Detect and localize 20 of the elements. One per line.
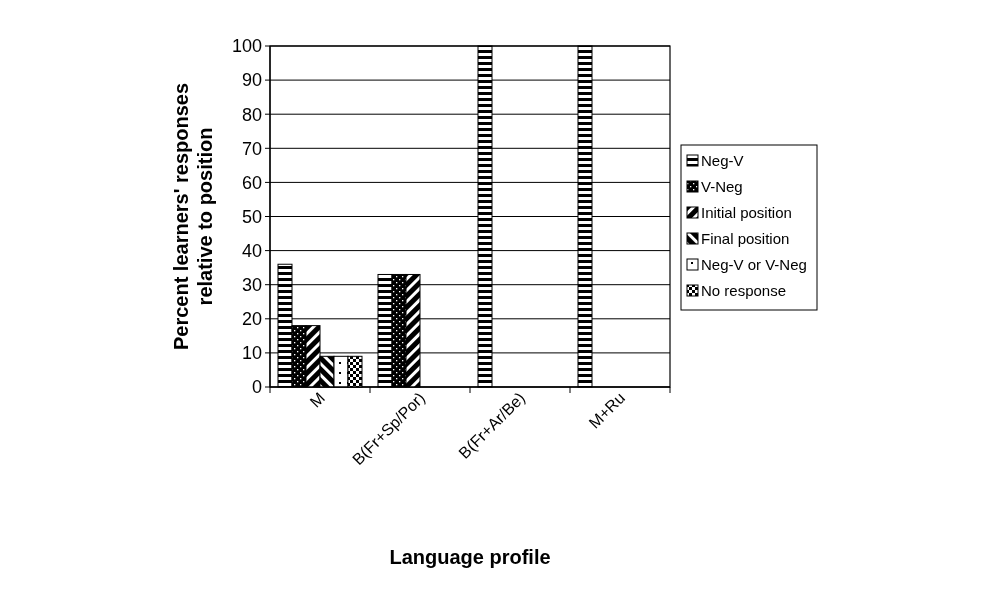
- y-tick-label: 30: [241, 275, 262, 295]
- y-axis-title: Percent learners' responses relative to position: [170, 82, 216, 351]
- y-tick-label: 60: [241, 172, 262, 193]
- y-tick-label: 20: [241, 309, 262, 330]
- y-tick-label: 0: [251, 377, 262, 398]
- legend-label: No response: [701, 282, 787, 300]
- y-tick-label: 90: [241, 70, 262, 91]
- legend-label: Neg-V or V-Neg: [701, 256, 807, 274]
- x-axis-title: Language profile: [389, 546, 551, 568]
- y-tick-label: 40: [241, 240, 262, 261]
- x-tick-label: M: [306, 389, 329, 411]
- legend-label: Neg-V: [701, 152, 744, 170]
- y-tick-label: 50: [241, 206, 262, 227]
- legend-label: Initial position: [701, 204, 792, 222]
- y-tick-label: 100: [231, 36, 262, 57]
- y-tick-label: 10: [241, 343, 262, 364]
- legend-label: Final position: [701, 230, 790, 248]
- legend-label: V-Neg: [701, 178, 743, 196]
- y-tick-label: 70: [241, 138, 262, 159]
- y-tick-label: 80: [241, 104, 262, 125]
